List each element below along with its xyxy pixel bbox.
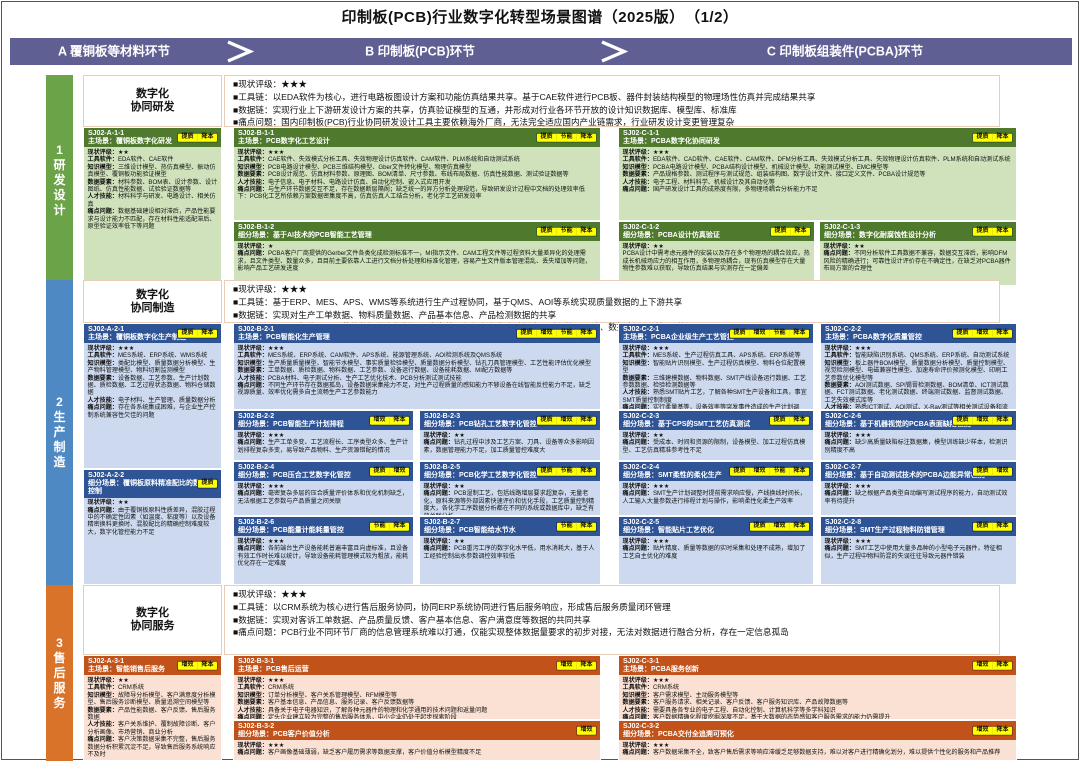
svg-text:A 覆铜板等材料环节: A 覆铜板等材料环节 — [58, 44, 171, 59]
svg-text:C 印制板组装件(PCBA)环节: C 印制板组装件(PCBA)环节 — [767, 44, 924, 59]
svg-text:B 印制板(PCB)环节: B 印制板(PCB)环节 — [365, 44, 475, 59]
